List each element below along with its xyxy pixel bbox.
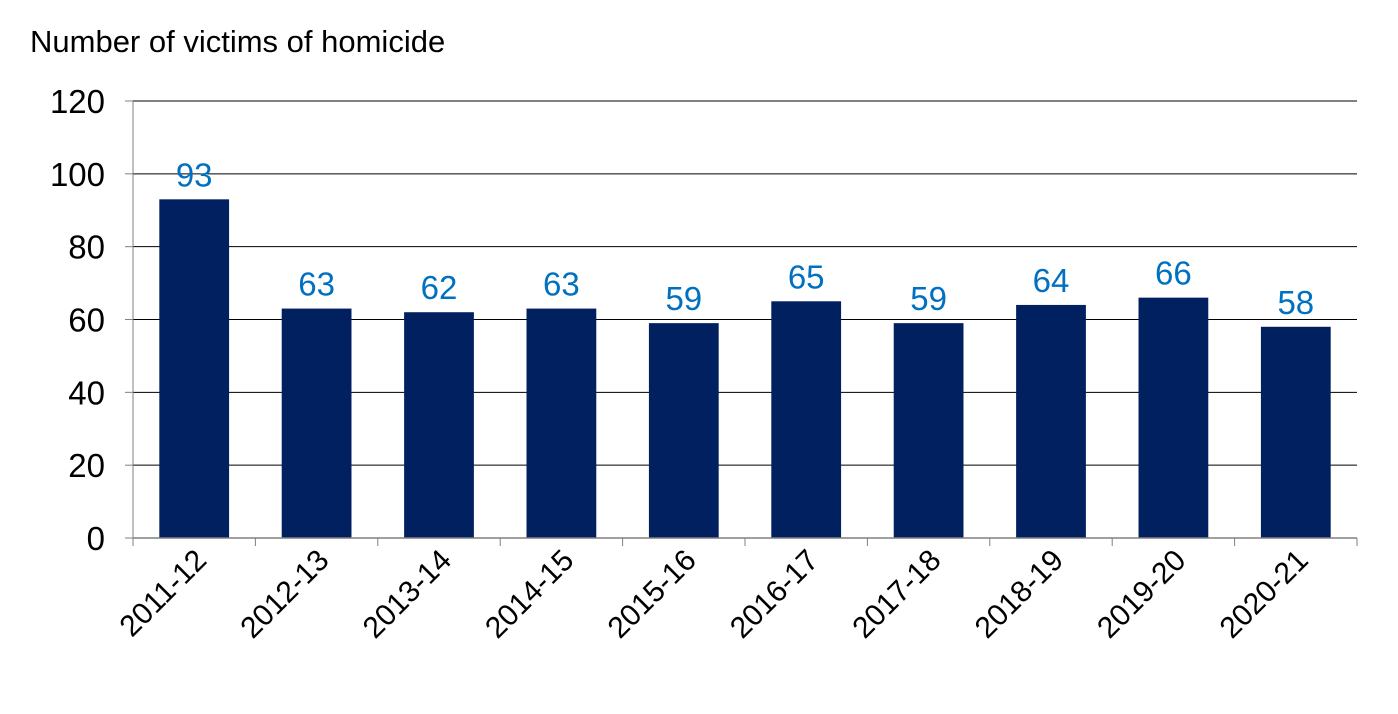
data-label: 64 (1033, 262, 1070, 299)
data-label: 59 (910, 280, 947, 317)
y-tick-label: 40 (68, 374, 105, 411)
x-tick-label: 2020-21 (1214, 544, 1315, 645)
bar (1138, 297, 1209, 538)
x-tick-label: 2012-13 (234, 544, 335, 645)
data-label: 58 (1277, 284, 1314, 321)
y-tick-label: 100 (50, 156, 105, 193)
y-tick-label: 0 (87, 520, 105, 557)
y-tick-label: 120 (50, 83, 105, 120)
x-tick-label: 2017-18 (846, 544, 947, 645)
x-tick-label: 2015-16 (602, 544, 703, 645)
bar (893, 323, 964, 538)
y-tick-label: 80 (68, 229, 105, 266)
x-axis-ticks: 2011-12 2012-13 2013-14 2014-15 2015-16 2016-… (114, 544, 1315, 645)
x-tick-label: 2018-19 (969, 544, 1070, 645)
data-label: 65 (788, 258, 825, 295)
bar (281, 308, 352, 538)
y-tick-label: 20 (68, 447, 105, 484)
data-label: 63 (543, 266, 580, 303)
data-label: 66 (1155, 255, 1192, 292)
y-axis-title: Number of victims of homicide (30, 24, 445, 59)
bar (648, 323, 719, 538)
bar (404, 312, 474, 538)
x-tick-label: 2014-15 (479, 544, 580, 645)
bar (159, 199, 230, 538)
x-tick-label: 2016-17 (724, 544, 825, 645)
x-tick-label: 2011-12 (114, 544, 214, 644)
bar (771, 301, 842, 538)
x-tick-label: 2019-20 (1091, 544, 1192, 645)
bar (1016, 304, 1086, 538)
bars (159, 199, 1331, 538)
data-label: 63 (298, 266, 335, 303)
data-label: 59 (665, 280, 702, 317)
bar (526, 308, 597, 538)
x-tick-label: 2013-14 (357, 544, 458, 645)
data-label: 62 (421, 269, 458, 306)
x-axis (132, 101, 1358, 546)
data-labels: 93 63 62 63 59 65 59 64 66 58 (176, 156, 1314, 320)
y-axis-ticks: 0 20 40 60 80 100 120 (50, 83, 133, 557)
y-tick-label: 60 (68, 302, 105, 339)
data-label: 93 (176, 156, 213, 193)
bar (1260, 326, 1331, 538)
